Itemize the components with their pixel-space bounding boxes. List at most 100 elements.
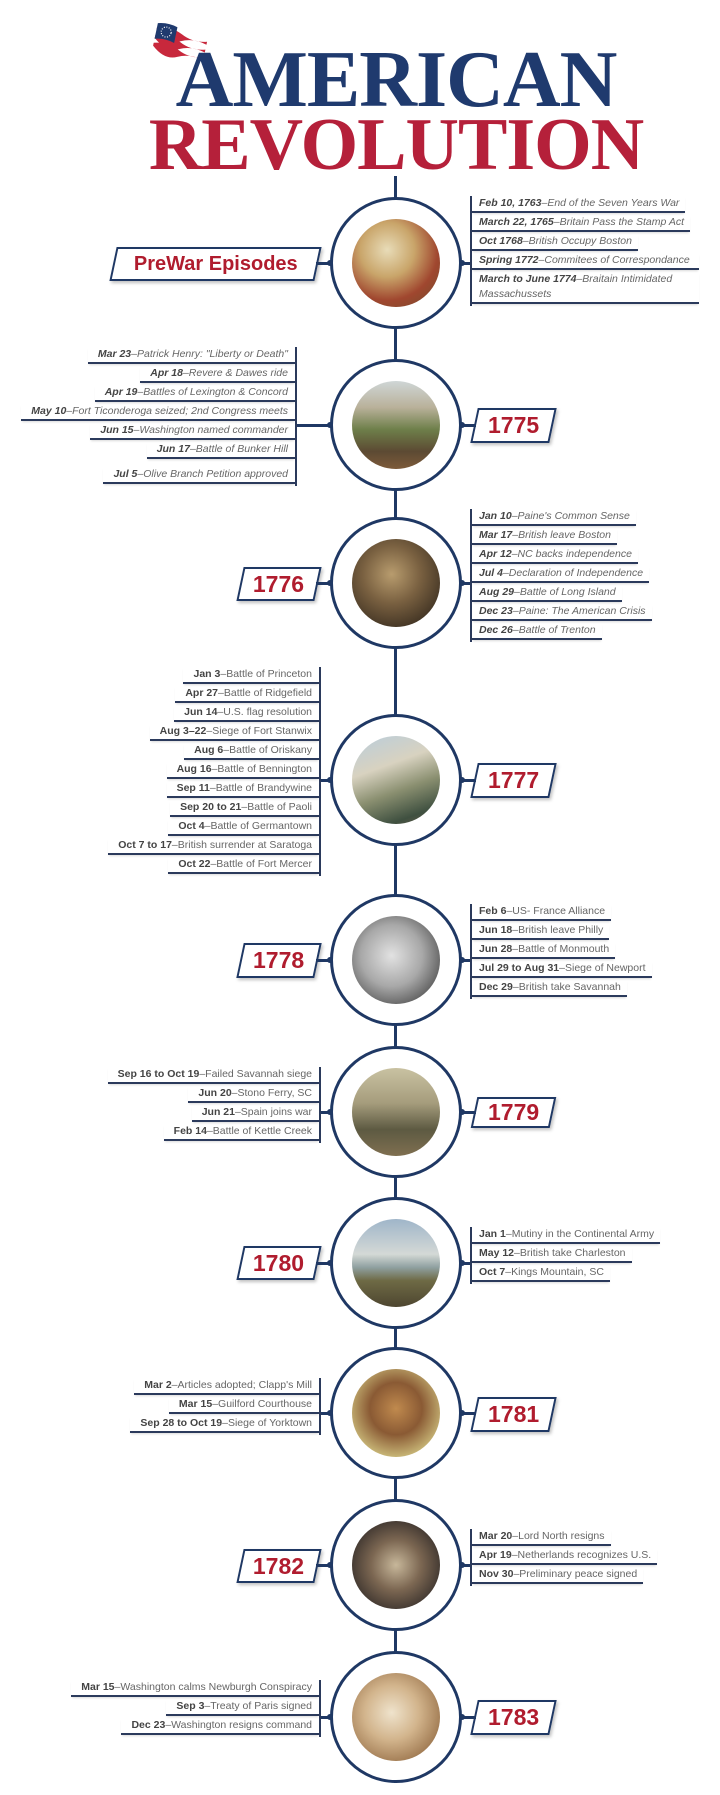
event-date: Jan 3 xyxy=(193,668,221,680)
year-label: 1775 xyxy=(487,412,540,438)
event-description: Treaty of Paris signed xyxy=(210,1700,312,1712)
connector-dot xyxy=(459,580,465,586)
event-date: Apr 19 xyxy=(104,386,138,398)
event-description: Battle of Fort Mercer xyxy=(216,858,312,870)
event-separator: – xyxy=(217,706,224,718)
connector-dot xyxy=(327,1260,333,1266)
event-item: Jun 28 – Battle of Monmouth xyxy=(472,942,616,959)
connector-line xyxy=(321,1111,330,1114)
event-description: Preliminary peace signed xyxy=(519,1568,638,1580)
event-item: Nov 30 – Preliminary peace signed xyxy=(472,1567,644,1584)
event-description: Washington named commander xyxy=(139,424,288,436)
event-date: Nov 30 xyxy=(479,1568,514,1580)
event-description: Battle of Princeton xyxy=(226,668,312,680)
event-list: Jan 10 – Paine's Common Sense Mar 17 – Br… xyxy=(470,509,652,642)
event-separator: – xyxy=(512,605,519,617)
event-description: Guilford Courthouse xyxy=(218,1398,312,1410)
event-item: May 12 – British take Charleston xyxy=(472,1246,632,1263)
year-label-box: 1775 xyxy=(470,408,557,443)
event-item: Apr 12 – NC backs independence xyxy=(472,547,638,564)
year-label: 1783 xyxy=(487,1704,540,1730)
event-item: Jun 17 – Battle of Bunker Hill xyxy=(146,442,295,459)
event-date: Jul 4 xyxy=(479,567,503,579)
event-description: Paine's Common Sense xyxy=(517,510,630,522)
event-separator: – xyxy=(204,820,211,832)
event-description: Battle of Long Island xyxy=(519,586,616,598)
connector-dot xyxy=(459,1562,465,1568)
event-item: Oct 7 – Kings Mountain, SC xyxy=(472,1265,610,1282)
event-item: Sep 20 to 21 – Battle of Paoli xyxy=(170,800,319,817)
event-separator: – xyxy=(182,367,189,379)
event-date: Sep 11 xyxy=(176,782,210,794)
event-separator: – xyxy=(212,1398,219,1410)
year-label-box: 1782 xyxy=(236,1549,322,1583)
event-date: Jun 17 xyxy=(156,443,190,455)
event-item: Jan 3 – Battle of Princeton xyxy=(183,667,319,684)
event-description: Patrick Henry: "Liberty or Death" xyxy=(136,348,288,360)
event-item: Mar 20 – Lord North resigns xyxy=(472,1529,611,1546)
connector-line xyxy=(321,1716,330,1719)
connector-dot xyxy=(459,1410,465,1416)
event-date: Mar 15 xyxy=(81,1681,115,1693)
event-item: Mar 15 – Washington calms Newburgh Consp… xyxy=(71,1680,319,1697)
event-separator: – xyxy=(171,1379,178,1391)
colonial-flag-icon xyxy=(152,23,208,62)
event-date: Feb 6 xyxy=(479,905,507,917)
event-separator: – xyxy=(512,943,519,955)
event-list: Feb 6 – US- France Alliance Jun 18 – Brit… xyxy=(470,904,652,999)
event-date: Dec 23 xyxy=(131,1719,166,1731)
event-description: British leave Boston xyxy=(518,529,611,541)
event-description: Battle of Bunker Hill xyxy=(195,443,288,455)
connector-line xyxy=(462,424,476,427)
event-date: Oct 22 xyxy=(178,858,211,870)
event-separator: – xyxy=(553,216,560,228)
event-item: Feb 6 – US- France Alliance xyxy=(472,904,612,921)
event-item: Spring 1772 – Commitees of Correspondanc… xyxy=(472,253,699,270)
event-item: Aug 29 – Battle of Long Island xyxy=(472,585,622,602)
event-item: Jun 20 – Stono Ferry, SC xyxy=(188,1086,319,1103)
event-date: Jul 29 to Aug 31 xyxy=(479,962,560,974)
event-date: Sep 3 xyxy=(176,1700,205,1712)
title-revolution: REVOLUTION xyxy=(148,104,644,186)
event-separator: – xyxy=(210,858,217,870)
event-date: Oct 7 xyxy=(479,1266,506,1278)
event-item: Apr 19 – Netherlands recognizes U.S. xyxy=(472,1548,658,1565)
event-list: Jan 1 – Mutiny in the Continental Army Ma… xyxy=(470,1227,661,1284)
year-label: 1781 xyxy=(487,1401,540,1427)
connector-line xyxy=(462,959,470,962)
year-label-box: 1781 xyxy=(470,1397,557,1432)
event-separator: – xyxy=(502,567,509,579)
event-description: Washington calms Newburgh Conspiracy xyxy=(120,1681,312,1693)
event-description: Braitain Intimidated Massachussets xyxy=(479,273,673,300)
event-separator: – xyxy=(131,348,137,360)
event-description: Lord North resigns xyxy=(518,1530,605,1542)
event-date: Jan 10 xyxy=(479,510,512,522)
connector-line xyxy=(316,262,330,265)
year-label: 1779 xyxy=(487,1099,540,1125)
event-date: Feb 14 xyxy=(173,1125,207,1137)
connector-line xyxy=(321,1412,330,1415)
connector-line xyxy=(462,582,470,585)
event-separator: – xyxy=(505,1266,512,1278)
timeline-spine xyxy=(394,176,397,1783)
event-separator: – xyxy=(220,668,227,680)
event-item: Aug 3–22 – Siege of Fort Stanwix xyxy=(149,724,319,741)
event-description: Battle of Paoli xyxy=(247,801,312,813)
year-label-box: PreWar Episodes xyxy=(109,247,322,281)
event-date: Apr 19 xyxy=(479,1549,512,1561)
event-description: Britain Pass the Stamp Act xyxy=(559,216,685,228)
event-description: Battles of Lexington & Concord xyxy=(143,386,288,398)
connector-line xyxy=(462,1412,476,1415)
event-item: Dec 23 – Paine: The American Crisis xyxy=(472,604,652,621)
event-separator: – xyxy=(512,981,519,993)
event-separator: – xyxy=(506,905,513,917)
event-separator: – xyxy=(137,468,144,480)
event-item: Sep 11 – Battle of Brandywine xyxy=(166,781,319,798)
event-separator: – xyxy=(211,763,218,775)
year-label: PreWar Episodes xyxy=(133,252,298,275)
connector-dot xyxy=(327,260,333,266)
